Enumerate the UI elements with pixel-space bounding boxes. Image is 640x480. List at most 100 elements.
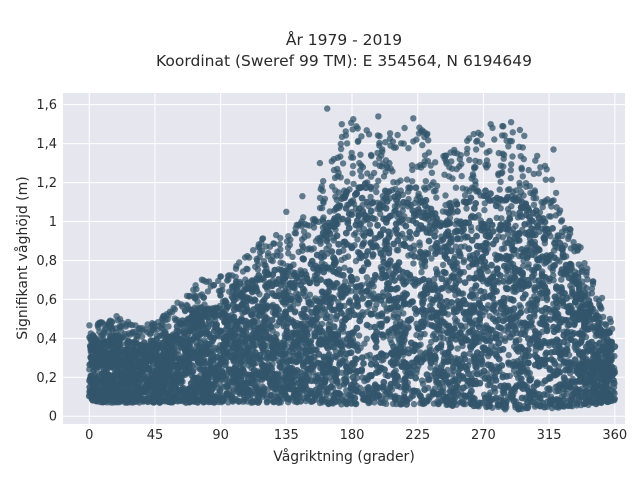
scatter-point: [432, 266, 440, 273]
scatter-point: [405, 349, 413, 357]
scatter-point: [468, 387, 475, 395]
scatter-point: [415, 193, 422, 200]
scatter-point: [463, 205, 470, 212]
scatter-point: [270, 240, 277, 247]
scatter-point: [399, 230, 406, 238]
scatter-point: [308, 257, 316, 265]
scatter-point: [380, 173, 388, 180]
scatter-point: [452, 388, 459, 395]
scatter-point: [493, 214, 500, 222]
scatter-point: [466, 156, 473, 164]
scatter-point: [302, 340, 310, 347]
scatter-point: [394, 247, 402, 254]
scatter-point: [299, 243, 307, 251]
scatter-point: [301, 220, 309, 228]
scatter-point: [210, 398, 218, 406]
scatter-point: [429, 296, 437, 304]
scatter-point: [535, 277, 543, 284]
scatter-point: [300, 214, 307, 221]
scatter-point: [447, 149, 454, 156]
scatter-point: [419, 263, 426, 270]
scatter-point: [223, 383, 231, 390]
scatter-point: [358, 133, 365, 140]
scatter-point: [610, 379, 618, 387]
scatter-point: [182, 307, 189, 315]
scatter-point: [416, 334, 424, 341]
scatter-point: [484, 161, 492, 169]
scatter-point: [504, 193, 511, 201]
scatter-point: [171, 306, 178, 313]
scatter-point: [457, 393, 464, 400]
scatter-point: [379, 146, 386, 153]
scatter-point: [363, 127, 370, 134]
scatter-point: [563, 390, 570, 398]
scatter-point: [113, 313, 120, 320]
scatter-point: [558, 217, 566, 224]
scatter-point: [477, 287, 485, 295]
scatter-point: [354, 236, 361, 243]
scatter-point: [450, 367, 457, 375]
scatter-point: [474, 349, 481, 356]
scatter-point: [329, 183, 336, 190]
scatter-point: [541, 162, 549, 170]
scatter-point: [341, 264, 348, 271]
scatter-point: [320, 177, 327, 185]
scatter-point: [387, 336, 394, 343]
scatter-point: [297, 281, 304, 289]
scatter-point: [403, 400, 410, 408]
scatter-point: [250, 306, 258, 313]
scatter-point: [432, 367, 439, 374]
scatter-point: [373, 182, 380, 190]
scatter-point: [545, 213, 553, 220]
scatter-point: [508, 161, 515, 168]
scatter-point: [149, 321, 156, 329]
scatter-point: [191, 292, 198, 299]
scatter-point: [540, 391, 548, 398]
scatter-point: [335, 240, 342, 248]
scatter-point: [446, 164, 453, 171]
scatter-point: [408, 162, 416, 169]
scatter-point: [262, 262, 269, 269]
scatter-point: [471, 164, 478, 171]
scatter-point: [318, 183, 325, 190]
scatter-point: [501, 132, 508, 139]
scatter-point: [456, 155, 463, 163]
scatter-point: [367, 230, 374, 237]
scatter-point: [355, 312, 363, 320]
scatter-point: [506, 333, 514, 341]
scatter-point: [317, 383, 324, 391]
scatter-point: [463, 186, 470, 193]
scatter-point: [470, 130, 477, 138]
scatter-point: [489, 240, 497, 248]
scatter-point: [406, 228, 414, 236]
scatter-point: [441, 171, 448, 178]
scatter-point: [384, 164, 391, 171]
scatter-point: [273, 231, 280, 239]
scatter-point: [344, 253, 352, 260]
scatter-point: [349, 170, 356, 177]
scatter-point: [328, 158, 335, 165]
scatter-point: [407, 235, 415, 242]
scatter-point: [334, 154, 341, 161]
scatter-point: [498, 170, 505, 177]
scatter-point: [516, 309, 524, 317]
scatter-point: [518, 166, 525, 173]
scatter-point: [382, 139, 389, 146]
scatter-point: [438, 362, 446, 369]
scatter-point: [460, 258, 467, 266]
scatter-point: [311, 217, 319, 225]
scatter-point: [472, 157, 479, 164]
scatter-point: [553, 303, 561, 311]
scatter-point: [363, 321, 371, 329]
scatter-point: [377, 399, 384, 406]
scatter-point: [496, 186, 503, 193]
scatter-point: [342, 128, 349, 135]
scatter-point: [555, 387, 562, 395]
scatter-point: [292, 230, 300, 237]
scatter-point: [500, 310, 508, 318]
scatter-point: [397, 140, 405, 147]
scatter-point: [349, 126, 356, 133]
scatter-point: [462, 363, 469, 371]
scatter-point: [522, 180, 530, 187]
scatter-point: [504, 205, 512, 213]
